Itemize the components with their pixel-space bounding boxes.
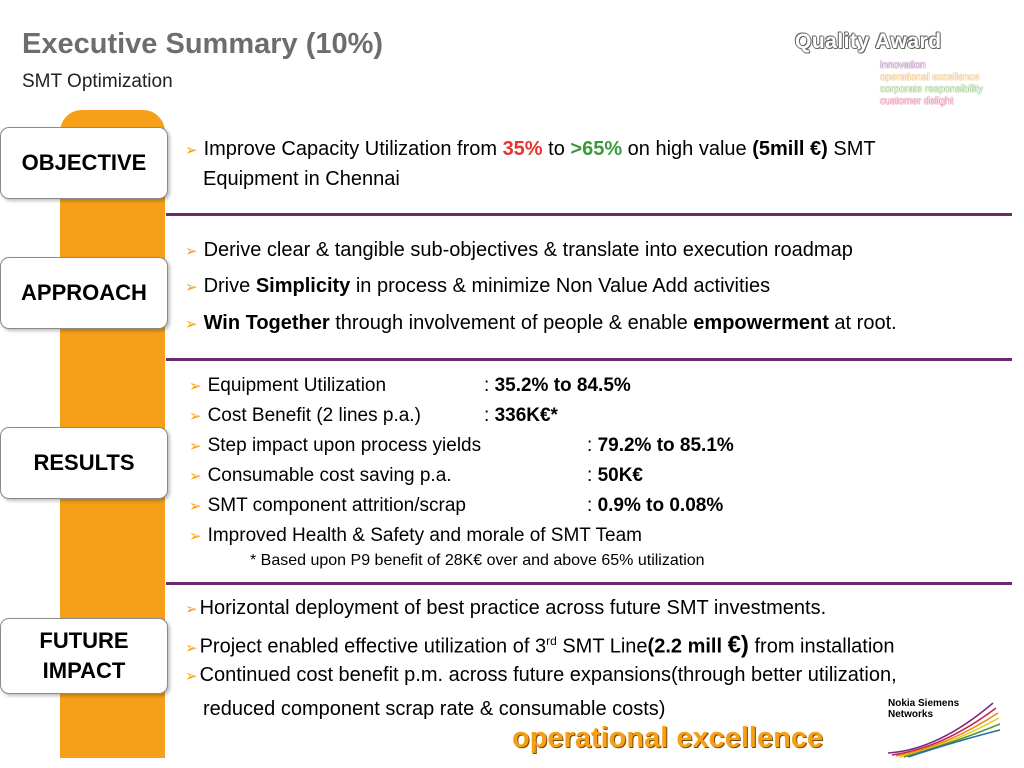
quality-award-item: operational excellence [880, 72, 980, 83]
arrow-bullet-icon: ➢ [189, 438, 202, 455]
result-value: 79.2% to 85.1% [597, 435, 734, 456]
arrow-bullet-icon: ➢ [185, 142, 198, 159]
result-value: 35.2% to 84.5% [494, 375, 631, 396]
objective-label: OBJECTIVE [0, 127, 168, 199]
quality-award-item: customer delight [880, 96, 954, 107]
result-value: 0.9% to 0.08% [597, 495, 724, 516]
section-divider [166, 213, 1012, 216]
arrow-bullet-icon: ➢ [185, 668, 198, 685]
arrow-bullet-icon: ➢ [185, 601, 198, 618]
section-divider [166, 582, 1012, 585]
result-item: ➢ Step impact upon process yields : 79.2%… [189, 435, 734, 456]
arrow-bullet-icon: ➢ [189, 528, 202, 545]
arrow-bullet-icon: ➢ [189, 468, 202, 485]
quality-award-title: Quality Award [795, 30, 942, 53]
arrow-bullet-icon: ➢ [189, 378, 202, 395]
result-value: 50K€ [597, 465, 643, 486]
result-item: ➢ Consumable cost saving p.a. : 50K€ [189, 465, 643, 486]
future-item: ➢ Project enabled effective utilization o… [185, 631, 895, 659]
operational-excellence-tagline: operational excellence [512, 722, 824, 754]
quality-award-item: innovation [880, 60, 926, 71]
arrow-bullet-icon: ➢ [185, 243, 198, 260]
page-title: Executive Summary (10%) [22, 28, 384, 60]
future-label-line1: FUTURE [39, 628, 129, 653]
objective-line2: Equipment in Chennai [203, 168, 400, 190]
approach-item: ➢ Derive clear & tangible sub-objectives … [185, 239, 853, 261]
result-item: ➢ Cost Benefit (2 lines p.a.) : 336K€* [189, 405, 558, 426]
arrow-bullet-icon: ➢ [185, 279, 198, 296]
result-item: ➢ Equipment Utilization : 35.2% to 84.5% [189, 375, 631, 396]
future-impact-label: FUTURE IMPACT [0, 618, 168, 694]
quality-award-item: corporate responsibility [880, 84, 983, 95]
results-label: RESULTS [0, 427, 168, 499]
arrow-bullet-icon: ➢ [189, 498, 202, 515]
approach-item: ➢ Drive Simplicity in process & minimize … [185, 275, 771, 297]
section-divider [166, 358, 1012, 361]
arrow-bullet-icon: ➢ [189, 408, 202, 425]
page-subtitle: SMT Optimization [22, 71, 173, 92]
future-item-continuation: reduced component scrap rate & consumabl… [203, 698, 666, 720]
nsn-swirl-icon [888, 702, 1001, 758]
approach-item: ➢ Win Together through involvement of peo… [185, 312, 897, 334]
quality-award-logo: Quality Award innovation operational exc… [795, 30, 1010, 120]
result-item: ➢ Improved Health & Safety and morale of … [189, 525, 642, 546]
objective-line1: ➢ Improve Capacity Utilization from 35% t… [185, 138, 876, 160]
arrow-bullet-icon: ➢ [185, 639, 198, 657]
future-label-line2: IMPACT [42, 658, 126, 683]
results-footnote: * Based upon P9 benefit of 28K€ over and… [250, 552, 705, 569]
result-value: 336K€* [494, 405, 558, 426]
future-item: ➢ Continued cost benefit p.m. across futu… [185, 664, 897, 686]
arrow-bullet-icon: ➢ [185, 316, 198, 333]
approach-label: APPROACH [0, 257, 168, 329]
nokia-siemens-networks-logo: Nokia Siemens Networks [888, 698, 1008, 758]
future-item: ➢ Horizontal deployment of best practice … [185, 597, 827, 619]
result-item: ➢ SMT component attrition/scrap : 0.9% to… [189, 495, 724, 516]
